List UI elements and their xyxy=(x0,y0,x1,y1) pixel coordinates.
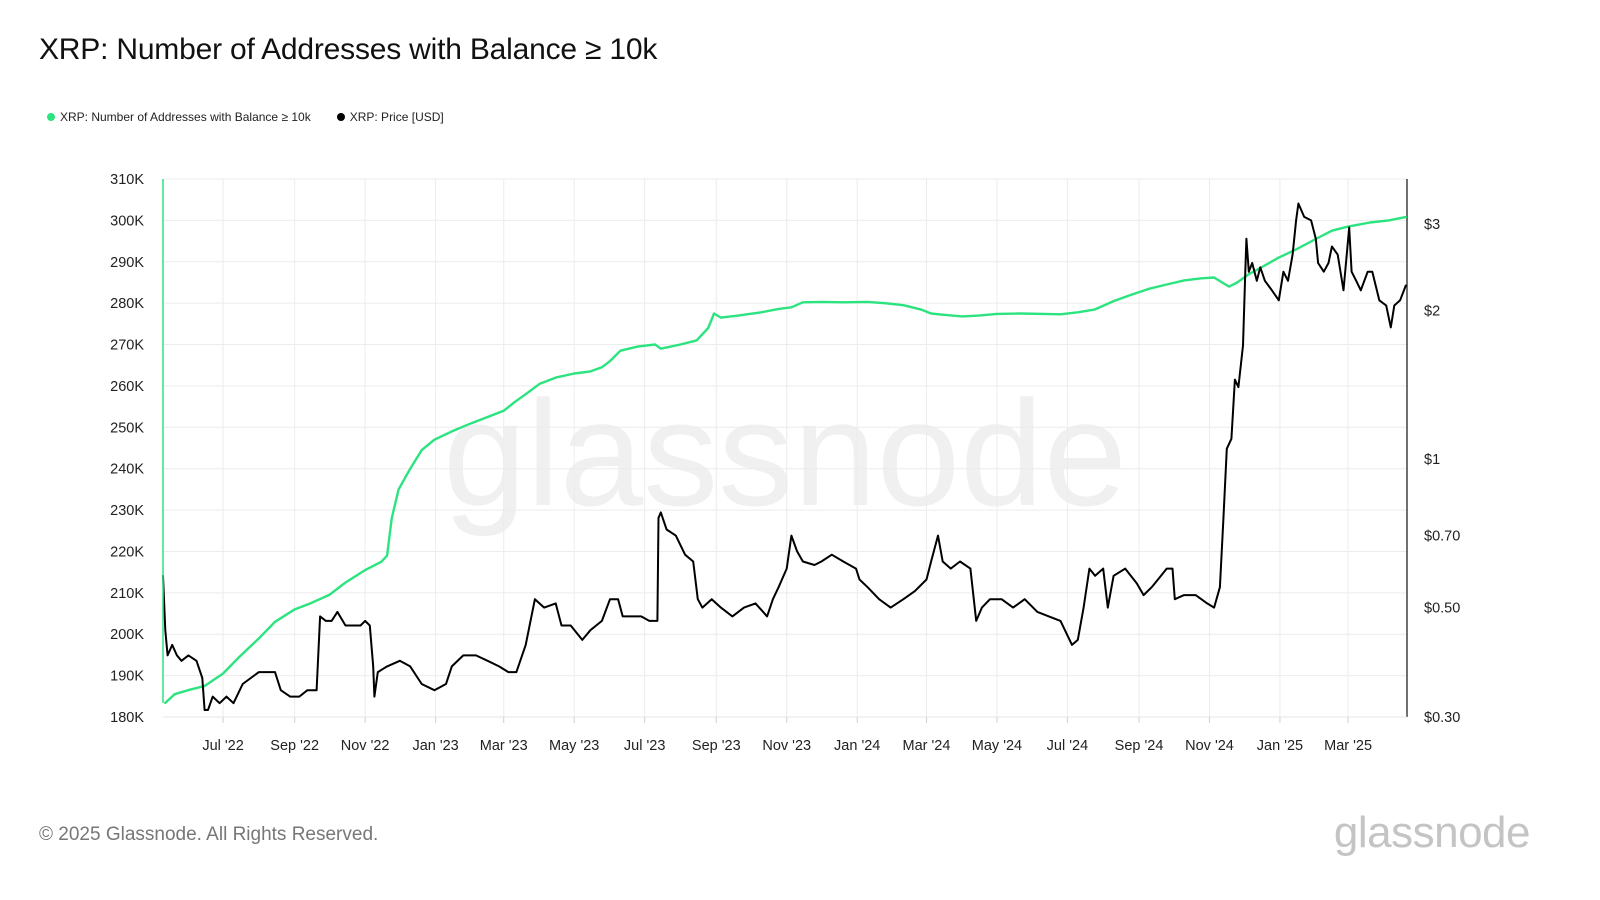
chart-axes: 310K 300K 290K 280K 270K 260K 250K 240K 230K 220K… xyxy=(110,172,1460,754)
y-left-tick-label: 310K xyxy=(110,172,144,188)
y-left-tick-label: 260K xyxy=(110,379,144,395)
y-right-tick-label: $1 xyxy=(1424,452,1440,468)
y-left-tick-label: 240K xyxy=(110,462,144,478)
legend-dot-price xyxy=(336,113,345,121)
x-tick-label: Sep '24 xyxy=(1115,738,1164,754)
x-tick-label: Jan '25 xyxy=(1257,738,1303,754)
y-left-tick-label: 280K xyxy=(110,296,144,312)
x-tick-label: Mar '25 xyxy=(1324,738,1372,754)
x-tick-label: Jul '23 xyxy=(624,738,665,754)
legend-label-price: XRP: Price [USD] xyxy=(349,110,444,124)
y-left-tick-label: 200K xyxy=(110,627,144,643)
legend-item-addresses[interactable]: XRP: Number of Addresses with Balance ≥ … xyxy=(47,110,311,124)
series-line-price xyxy=(162,202,1407,711)
y-right-tick-label: $0.70 xyxy=(1424,529,1460,545)
x-tick-label: May '23 xyxy=(549,738,599,754)
y-right-tick-label: $3 xyxy=(1424,217,1440,233)
y-left-tick-label: 210K xyxy=(110,586,144,602)
chart-legend: XRP: Number of Addresses with Balance ≥ … xyxy=(47,110,470,124)
x-tick-label: Nov '24 xyxy=(1185,738,1234,754)
x-tick-label: Jan '24 xyxy=(834,738,880,754)
copyright-footer: © 2025 Glassnode. All Rights Reserved. xyxy=(39,824,379,845)
y-left-tick-label: 190K xyxy=(110,669,144,685)
chart-grid xyxy=(163,178,1407,718)
x-tick-label: Jan '23 xyxy=(412,738,458,754)
x-tick-label: May '24 xyxy=(972,738,1022,754)
series-line-addresses xyxy=(164,215,1408,705)
y-left-tick-label: 220K xyxy=(110,544,144,560)
y-right-tick-label: $2 xyxy=(1424,304,1440,320)
legend-dot-addresses xyxy=(47,113,55,121)
brand-logo: glassnode xyxy=(1333,808,1531,857)
y-left-tick-label: 250K xyxy=(110,420,144,436)
x-tick-label: Nov '22 xyxy=(341,738,390,754)
page-title: XRP: Number of Addresses with Balance ≥ … xyxy=(39,33,658,66)
x-tick-label: Mar '24 xyxy=(903,738,951,754)
chart-watermark: glassnode xyxy=(443,369,1127,537)
x-tick-label: Jul '24 xyxy=(1047,738,1088,754)
x-tick-label: Sep '22 xyxy=(270,738,319,754)
x-tick-label: Jul '22 xyxy=(202,738,243,754)
y-right-tick-label: $0.30 xyxy=(1424,710,1460,726)
x-tick-label: Nov '23 xyxy=(762,738,811,754)
x-tick-label: Mar '23 xyxy=(480,738,528,754)
y-left-tick-label: 300K xyxy=(110,213,144,229)
legend-label-addresses: XRP: Number of Addresses with Balance ≥ … xyxy=(60,110,311,124)
legend-item-price[interactable]: XRP: Price [USD] xyxy=(336,110,444,124)
y-right-tick-label: $0.50 xyxy=(1424,601,1460,617)
y-left-tick-label: 270K xyxy=(110,338,144,354)
y-left-tick-label: 180K xyxy=(110,710,144,726)
y-left-tick-label: 230K xyxy=(110,503,144,519)
x-tick-label: Sep '23 xyxy=(692,738,741,754)
chart-series xyxy=(162,179,1408,711)
y-left-tick-label: 290K xyxy=(110,255,144,271)
